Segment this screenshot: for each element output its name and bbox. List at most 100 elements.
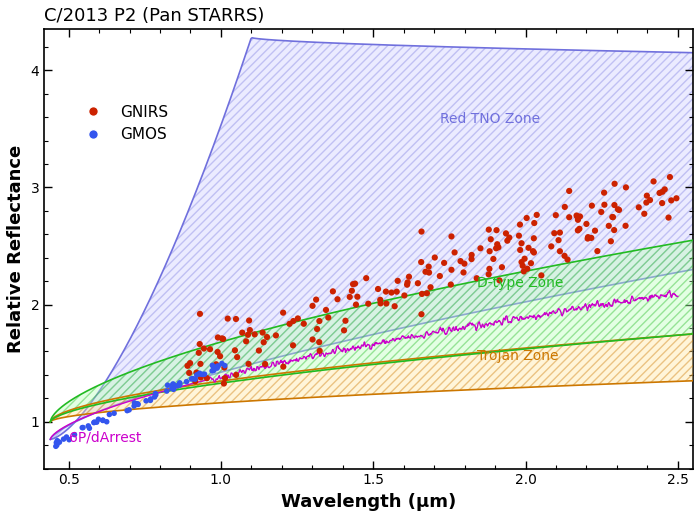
Point xyxy=(386,289,397,297)
Point xyxy=(89,418,100,426)
Point xyxy=(219,362,230,370)
Point xyxy=(191,368,202,377)
Point xyxy=(167,381,178,389)
Point xyxy=(213,362,224,370)
Point xyxy=(83,422,94,430)
Point xyxy=(202,374,213,382)
Point xyxy=(167,380,178,388)
Point xyxy=(212,333,223,341)
Point xyxy=(434,272,445,280)
Point xyxy=(230,315,241,323)
Point xyxy=(438,258,449,267)
Point xyxy=(484,247,495,255)
Point xyxy=(58,435,69,443)
Point xyxy=(208,366,219,375)
Point xyxy=(321,306,332,314)
Point xyxy=(212,348,223,356)
X-axis label: Wavelength (μm): Wavelength (μm) xyxy=(281,493,456,511)
Point xyxy=(195,373,206,382)
Point xyxy=(193,349,204,357)
Point xyxy=(582,233,594,241)
Point xyxy=(214,352,225,361)
Point xyxy=(169,382,181,390)
Point xyxy=(69,430,80,439)
Point xyxy=(491,226,502,234)
Text: D-type Zone: D-type Zone xyxy=(477,276,564,290)
Point xyxy=(528,234,540,242)
Point xyxy=(466,255,477,263)
Point xyxy=(554,228,566,237)
Point xyxy=(491,244,502,252)
Point xyxy=(150,390,161,398)
Point xyxy=(219,374,230,382)
Point xyxy=(612,205,624,213)
Point xyxy=(502,237,513,245)
Point xyxy=(423,263,434,271)
Point xyxy=(132,400,144,409)
Point xyxy=(161,387,172,395)
Point xyxy=(323,313,334,322)
Point xyxy=(389,302,400,310)
Point xyxy=(526,259,537,267)
Text: 6P/dArrest: 6P/dArrest xyxy=(69,430,141,444)
Point xyxy=(338,326,349,335)
Point xyxy=(208,363,219,371)
Point xyxy=(449,248,460,256)
Point xyxy=(531,211,542,219)
Point xyxy=(104,410,115,419)
Point xyxy=(363,299,374,308)
Point xyxy=(186,375,197,383)
Point xyxy=(108,409,120,418)
Text: C/2013 P2 (Pan STARRS): C/2013 P2 (Pan STARRS) xyxy=(44,7,265,25)
Point xyxy=(258,338,270,347)
Point xyxy=(349,279,360,287)
Point xyxy=(199,370,210,378)
Point xyxy=(416,310,427,319)
Point xyxy=(553,236,564,244)
Point xyxy=(416,258,427,266)
Point xyxy=(421,289,433,297)
Point xyxy=(483,270,494,279)
Point xyxy=(564,213,575,221)
Point xyxy=(93,415,104,423)
Point xyxy=(475,244,486,252)
Point xyxy=(346,286,358,295)
Point xyxy=(292,314,303,323)
Point xyxy=(564,187,575,195)
Point xyxy=(471,274,482,282)
Point xyxy=(352,293,363,301)
Point xyxy=(131,399,142,408)
Point xyxy=(581,220,592,228)
Point xyxy=(483,225,494,234)
Point xyxy=(607,213,618,221)
Point xyxy=(298,320,309,328)
Point xyxy=(659,185,671,194)
Point xyxy=(347,280,358,289)
Point xyxy=(260,360,271,368)
Point xyxy=(222,314,233,323)
Point xyxy=(270,331,281,339)
Point xyxy=(198,344,209,353)
Point xyxy=(76,424,88,432)
Point xyxy=(197,370,208,379)
Point xyxy=(575,212,586,221)
Point xyxy=(573,215,584,224)
Point xyxy=(425,283,436,292)
Point xyxy=(54,438,65,447)
Point xyxy=(528,248,540,256)
Point xyxy=(244,316,255,325)
Point xyxy=(174,381,185,390)
Point xyxy=(172,382,183,390)
Point xyxy=(402,281,413,289)
Point xyxy=(513,232,524,240)
Point xyxy=(191,371,202,379)
Point xyxy=(84,424,95,433)
Point xyxy=(61,433,72,441)
Point xyxy=(641,192,652,200)
Point xyxy=(445,280,456,289)
Point xyxy=(562,255,573,264)
Point xyxy=(522,265,533,273)
Point xyxy=(608,213,619,221)
Point xyxy=(162,381,173,390)
Point xyxy=(372,285,384,293)
